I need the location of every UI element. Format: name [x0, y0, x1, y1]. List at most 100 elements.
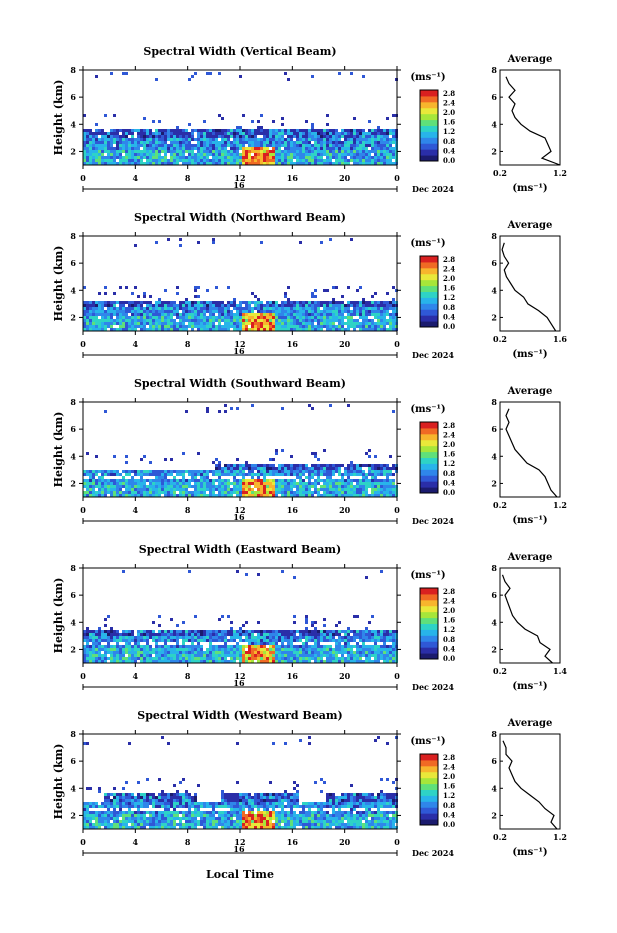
heatmap-cell	[332, 153, 335, 156]
heatmap-cell	[188, 313, 191, 316]
heatmap-cell	[368, 159, 371, 162]
heatmap-cell	[296, 138, 299, 141]
heatmap-cell	[284, 479, 287, 482]
heatmap-cell	[386, 313, 389, 316]
heatmap-cell	[218, 313, 221, 316]
heatmap-cell	[221, 304, 224, 307]
heatmap-cell	[254, 464, 257, 467]
heatmap-cell	[365, 482, 368, 485]
heatmap-cell	[131, 159, 134, 162]
heatmap-cell	[128, 138, 131, 141]
heatmap-cell	[128, 482, 131, 485]
heatmap-cell	[146, 473, 149, 476]
heatmap-cell	[173, 491, 176, 494]
heatmap-cell	[119, 488, 122, 491]
heatmap-cell	[170, 470, 173, 473]
heatmap-cell	[302, 491, 305, 494]
colorbar-tick-label: 2.8	[443, 587, 455, 596]
heatmap-cell	[350, 654, 353, 657]
heatmap-cell	[230, 467, 233, 470]
heatmap-cell	[140, 301, 143, 304]
heatmap-cell	[173, 470, 176, 473]
heatmap-cell	[158, 615, 161, 618]
heatmap-cell	[200, 654, 203, 657]
heatmap-cell	[389, 654, 392, 657]
heatmap-cell	[92, 470, 95, 473]
heatmap-cell	[389, 325, 392, 328]
heatmap-cell	[116, 817, 119, 820]
heatmap-cell	[317, 639, 320, 642]
heatmap-cell	[227, 488, 230, 491]
heatmap-cell	[326, 150, 329, 153]
heatmap-cell	[386, 153, 389, 156]
heatmap-cell	[308, 470, 311, 473]
heatmap-cell	[215, 467, 218, 470]
heatmap-cell	[215, 485, 218, 488]
heatmap-cell	[107, 648, 110, 651]
heatmap-cell	[200, 150, 203, 153]
heatmap-cell	[194, 482, 197, 485]
heatmap-cell	[152, 814, 155, 817]
heatmap-cell	[323, 138, 326, 141]
heatmap-cell	[227, 304, 230, 307]
heatmap-cell	[350, 159, 353, 162]
heatmap-cell	[197, 322, 200, 325]
heatmap-cell	[347, 633, 350, 636]
heatmap-cell	[134, 473, 137, 476]
heatmap-cell	[239, 129, 242, 132]
heatmap-cell	[335, 129, 338, 132]
heatmap-cell	[293, 645, 296, 648]
heatmap-cell	[299, 147, 302, 150]
heatmap-cell	[332, 325, 335, 328]
heatmap-cell	[146, 313, 149, 316]
heatmap-cell	[191, 304, 194, 307]
heatmap-cell	[278, 654, 281, 657]
heatmap-cell	[92, 805, 95, 808]
heatmap-cell	[299, 129, 302, 132]
heatmap-cell	[299, 316, 302, 319]
heatmap-cell	[239, 648, 242, 651]
heatmap-cell	[167, 654, 170, 657]
heatmap-cell	[167, 645, 170, 648]
heatmap-cell	[119, 802, 122, 805]
heatmap-cell	[146, 793, 149, 796]
heatmap-cell	[239, 473, 242, 476]
heatmap-cell	[152, 313, 155, 316]
heatmap-cell	[110, 639, 113, 642]
heatmap-cell	[257, 129, 260, 132]
heatmap-cell	[137, 823, 140, 826]
x-tick-label: 0	[80, 505, 86, 515]
heatmap-cell	[362, 319, 365, 322]
heatmap-cell	[176, 147, 179, 150]
heatmap-cell	[128, 799, 131, 802]
heatmap-cell	[149, 132, 152, 135]
heatmap-cell	[305, 129, 308, 132]
heatmap-cell	[335, 319, 338, 322]
heatmap-cell	[122, 814, 125, 817]
heatmap-cell	[260, 159, 263, 162]
heatmap-cell	[284, 473, 287, 476]
heatmap-cell	[341, 301, 344, 304]
heatmap-cell	[101, 144, 104, 147]
heatmap-cell	[194, 636, 197, 639]
heatmap-cell	[293, 630, 296, 633]
profile-x-tick-label: 1.2	[553, 500, 567, 510]
heatmap-cell	[293, 310, 296, 313]
heatmap-cell	[89, 473, 92, 476]
heatmap-cell	[284, 322, 287, 325]
heatmap-cell	[278, 319, 281, 322]
heatmap-cell	[191, 636, 194, 639]
heatmap-cell	[332, 307, 335, 310]
heatmap-cell	[176, 313, 179, 316]
heatmap-cell	[386, 633, 389, 636]
heatmap-cell	[296, 636, 299, 639]
heatmap-cell	[323, 651, 326, 654]
heatmap-cell	[170, 316, 173, 319]
heatmap-cell	[98, 805, 101, 808]
heatmap-cell	[335, 156, 338, 159]
heatmap-cell	[224, 630, 227, 633]
heatmap-cell	[146, 778, 149, 781]
heatmap-cell	[218, 630, 221, 633]
heatmap-cell	[380, 135, 383, 138]
heatmap-cell	[341, 482, 344, 485]
